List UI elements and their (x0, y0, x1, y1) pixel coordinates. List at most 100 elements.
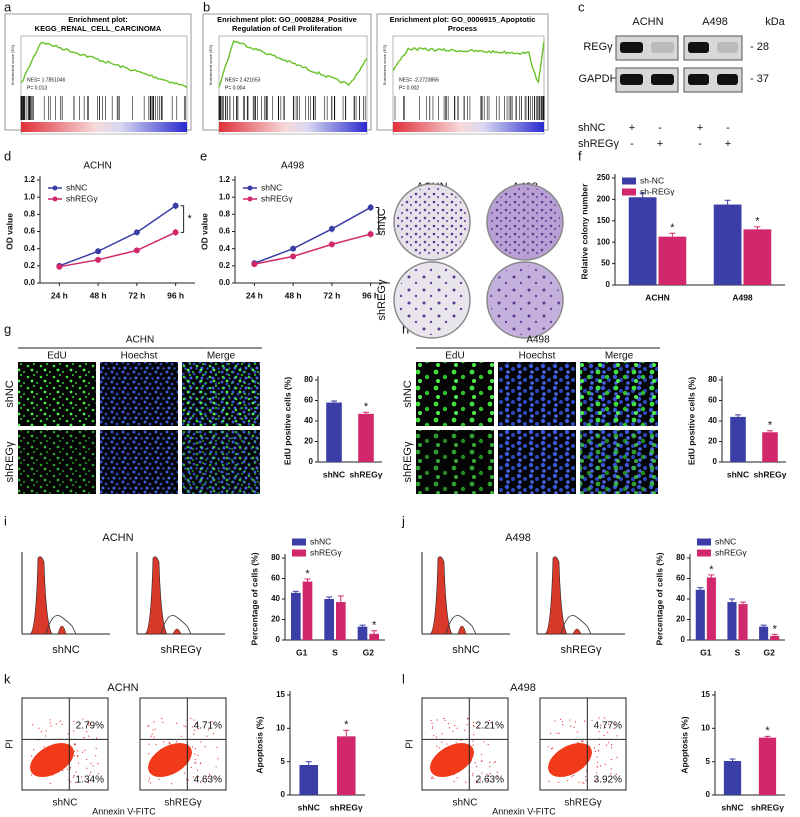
scatter-event (455, 742, 457, 744)
edu-title: A498 (526, 335, 550, 346)
y-tick-label: 150 (597, 216, 611, 225)
y-tick-label: 40 (676, 594, 685, 603)
scatter-event (605, 744, 608, 746)
hist-s (45, 615, 77, 635)
nuclei-stain (498, 430, 576, 494)
legend-swatch (697, 538, 711, 546)
bar (743, 229, 772, 285)
scatter-event (66, 768, 69, 770)
scatter-event (456, 777, 458, 779)
quadrant-percent: 4.71% (194, 721, 222, 732)
scatter-event (477, 727, 479, 729)
scatter-event (556, 732, 558, 735)
point (328, 241, 335, 248)
blot-protein: GAPDH (578, 73, 617, 85)
series-line (254, 206, 371, 264)
edu-title: ACHN (126, 335, 154, 346)
y-tick-label: 15 (701, 690, 710, 699)
legend-marker (247, 185, 253, 191)
blot-unit: kDa (765, 16, 785, 28)
y-tick-label: 200 (597, 195, 611, 204)
scatter-event (153, 736, 155, 738)
blot-lane-sign: - (658, 122, 662, 134)
y-tick-label: 5 (281, 757, 286, 766)
scatter-event (73, 744, 75, 746)
scatter-event (77, 755, 79, 757)
scatter-event (170, 783, 173, 785)
scatter-event (152, 729, 154, 731)
panel-letter: j (401, 513, 405, 528)
y-tick-label: 0.2 (24, 261, 36, 270)
scatter-event (476, 782, 478, 784)
scatter-event (582, 740, 584, 743)
scatter-event (572, 774, 574, 777)
legend-marker (52, 196, 58, 202)
x-tick-label: 96 h (167, 290, 184, 300)
x-tick-label: shREGγ (753, 469, 786, 479)
edu-row: shREGγ (402, 441, 414, 482)
y-tick-label: 60 (708, 396, 717, 405)
y-tick-label: 20 (271, 615, 280, 624)
cycle-title: ACHN (102, 532, 133, 544)
x-tick-label: shREGγ (330, 802, 363, 812)
blot-condition: shNC (578, 122, 606, 134)
scatter-event (489, 766, 491, 768)
scatter-event (452, 730, 454, 732)
edu-stain (18, 362, 96, 426)
scatter-event (185, 725, 187, 728)
scatter-event (197, 727, 200, 730)
scatter-event (38, 727, 40, 729)
scatter-event (444, 719, 446, 722)
scatter-event (574, 721, 577, 723)
scatter-event (591, 719, 593, 721)
scatter-event (481, 760, 483, 762)
scatter-event (615, 773, 617, 775)
scatter-event (436, 745, 438, 747)
scatter-event (95, 747, 97, 750)
gsea-p: P= 0.013 (27, 85, 47, 91)
scatter-event (81, 751, 84, 753)
scatter-event (216, 746, 218, 749)
legend-label: sh-NC (640, 175, 664, 185)
y-tick-label: 100 (597, 237, 611, 246)
y-tick-label: 15 (276, 690, 285, 699)
blot-band (688, 42, 709, 53)
nuclei-stain (498, 362, 576, 426)
scatter-event (464, 729, 466, 731)
scatter-event (614, 723, 616, 726)
panel-letter: c (578, 0, 585, 14)
blot-lane-sign: + (697, 122, 703, 134)
scatter-event (86, 758, 88, 760)
gsea-title-box: Enrichment plot: GO_0006915_Apoptotic Pr… (390, 15, 536, 33)
bar (658, 236, 687, 285)
scatter-event (479, 779, 482, 781)
scatter-event (191, 746, 194, 748)
point (95, 256, 102, 263)
scatter-event (73, 775, 75, 777)
scatter-event (489, 773, 491, 775)
scatter-event (196, 723, 198, 725)
scatter-event (175, 741, 178, 743)
scatter-event (466, 718, 469, 720)
scatter-event (430, 777, 433, 779)
gsea-p: P= 0.004 (225, 85, 245, 91)
panel-letter: g (4, 321, 11, 336)
scatter-event (88, 735, 90, 737)
scatter-event (213, 723, 215, 725)
scatter-event (578, 781, 580, 783)
scatter-event (487, 774, 490, 777)
gsea-title: Enrichment plot: GO_0008284_Positive Reg… (217, 15, 357, 33)
scatter-event (604, 717, 606, 719)
scatter-event (80, 776, 83, 778)
scatter-event (440, 741, 443, 743)
gsea-title-box: Enrichment plot: KEGG_RENAL_CELL_CARCINO… (35, 15, 162, 33)
scatter-event (476, 766, 478, 768)
apoptosis-title: A498 (510, 682, 536, 694)
point (367, 231, 374, 238)
colony-dots (490, 265, 560, 335)
scatter-event (443, 717, 445, 720)
x-tick-label: 96 h (362, 290, 379, 300)
x-tick-label: shREGγ (349, 469, 382, 479)
scatter-event (193, 719, 195, 721)
legend-label: shNC (66, 182, 87, 192)
